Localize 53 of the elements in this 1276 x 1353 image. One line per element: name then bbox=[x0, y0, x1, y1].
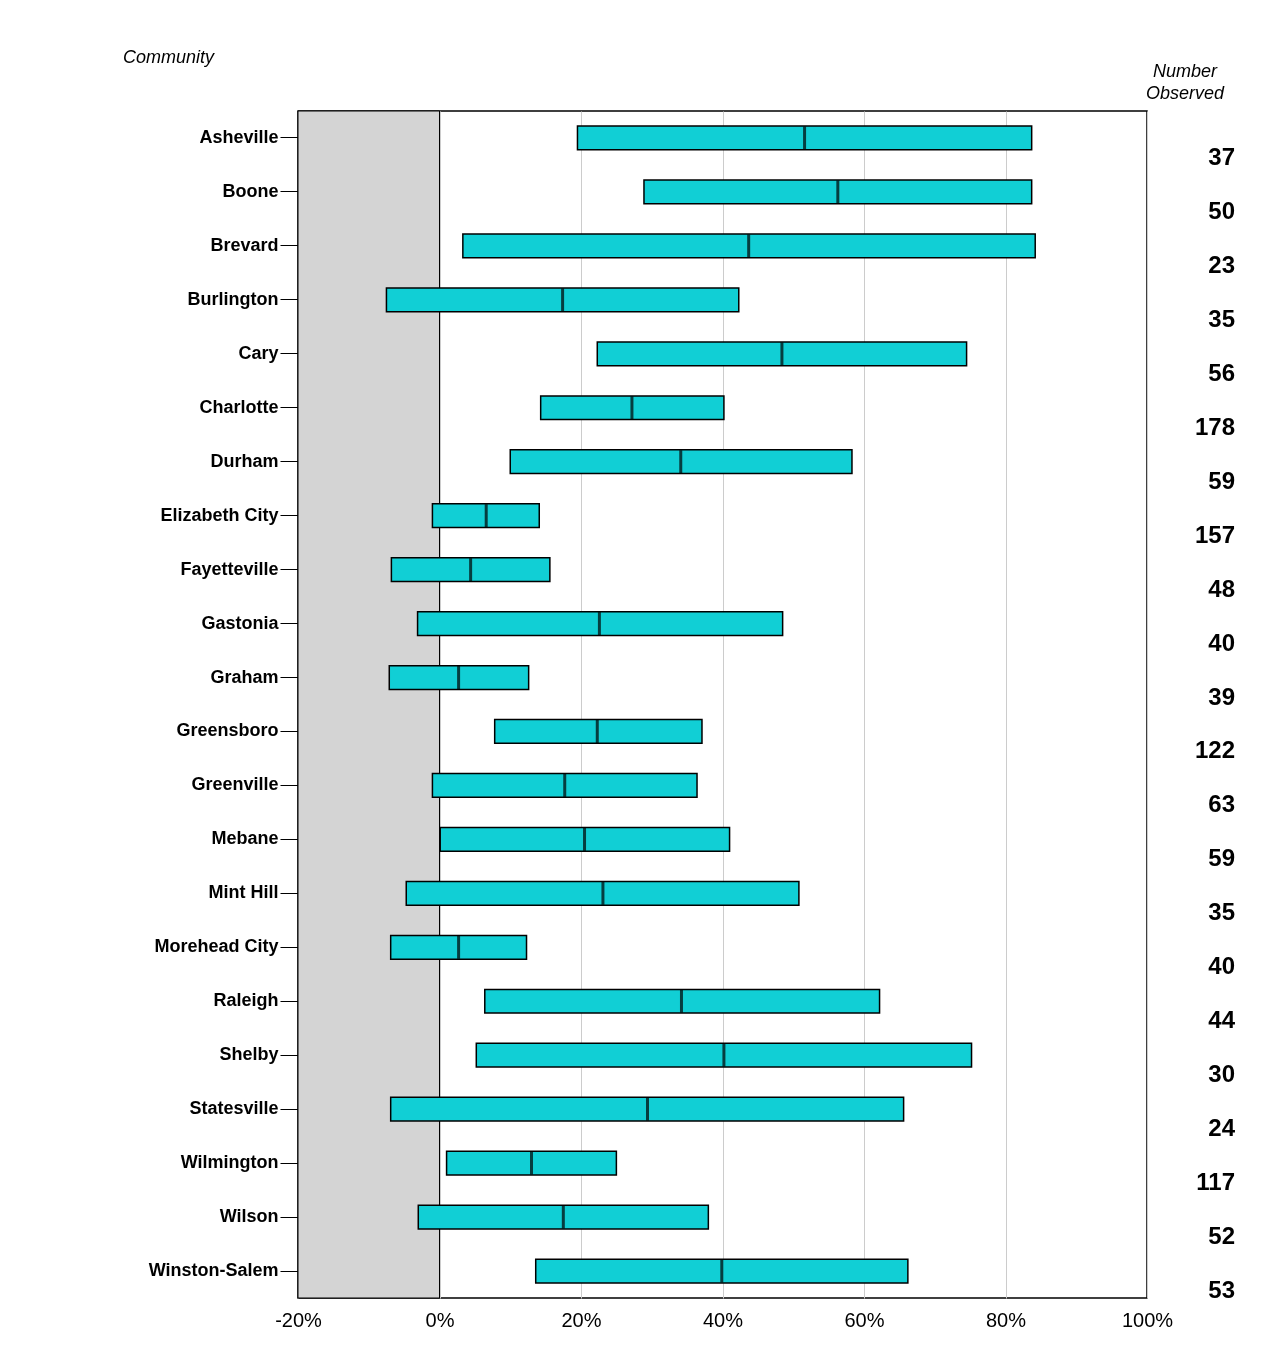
y-tick-label: Charlotte bbox=[199, 396, 279, 417]
y-tick-label: Burlington bbox=[187, 288, 279, 309]
text: 59 bbox=[1208, 844, 1235, 872]
y-tick-label: Cary bbox=[238, 342, 279, 363]
text: 53 bbox=[1208, 1276, 1235, 1304]
y-tick-label: Elizabeth City bbox=[160, 504, 279, 525]
text: 35 bbox=[1208, 304, 1235, 332]
x-tick-label: 40% bbox=[702, 1308, 744, 1331]
x-tick-label: 20% bbox=[561, 1308, 602, 1331]
text: 52 bbox=[1208, 1222, 1235, 1250]
x-tick-label: 100% bbox=[1121, 1308, 1174, 1331]
y2-axis-title: Number Observed bbox=[1145, 61, 1225, 103]
text: 157 bbox=[1194, 520, 1235, 548]
text: 39 bbox=[1208, 682, 1235, 710]
y-tick-label: Durham bbox=[210, 450, 279, 471]
y-tick-label: Winston-Salem bbox=[148, 1260, 279, 1281]
text: 117 bbox=[1196, 1168, 1235, 1196]
y-tick-label: Wilson bbox=[219, 1206, 279, 1227]
y-tick-label: Greenville bbox=[191, 774, 279, 795]
x-tick-label: -20% bbox=[275, 1308, 323, 1331]
y-tick-label: Mint Hill bbox=[208, 882, 279, 903]
y-axis-title: Community bbox=[122, 46, 215, 67]
y-tick-label: Statesville bbox=[189, 1098, 279, 1119]
y-tick-label: Asheville bbox=[199, 126, 279, 147]
text: 59 bbox=[1208, 466, 1235, 494]
text: 56 bbox=[1208, 358, 1235, 386]
y-tick-label: Shelby bbox=[219, 1044, 279, 1065]
text: 178 bbox=[1194, 412, 1235, 440]
x-tick-label: 80% bbox=[985, 1308, 1027, 1331]
text: 23 bbox=[1208, 250, 1235, 278]
y-tick-label: Boone bbox=[222, 180, 279, 201]
y-tick-label: Gastonia bbox=[201, 612, 280, 633]
y-tick-label: Raleigh bbox=[213, 990, 279, 1011]
x-tick-label: 0% bbox=[425, 1308, 455, 1331]
text: 40 bbox=[1208, 628, 1235, 656]
y-tick-label: Greensboro bbox=[176, 720, 279, 741]
y-tick-label: Graham bbox=[210, 666, 279, 687]
y-tick-label: Mebane bbox=[211, 828, 279, 849]
y-tick-label: Wilmington bbox=[180, 1152, 279, 1173]
x-tick-label: 60% bbox=[844, 1308, 885, 1331]
text: 44 bbox=[1208, 1006, 1236, 1034]
text: 30 bbox=[1208, 1060, 1235, 1088]
y-tick-label: Fayetteville bbox=[180, 558, 279, 579]
text: 63 bbox=[1208, 790, 1235, 818]
text: 40 bbox=[1208, 952, 1235, 980]
y-tick-label: Brevard bbox=[210, 234, 279, 255]
text: 35 bbox=[1208, 898, 1235, 926]
text: 48 bbox=[1208, 574, 1235, 602]
text: 37 bbox=[1208, 142, 1235, 170]
text: 122 bbox=[1194, 736, 1235, 764]
y-tick-label: Morehead City bbox=[154, 936, 279, 957]
text: 50 bbox=[1208, 196, 1235, 224]
text: 24 bbox=[1208, 1114, 1236, 1142]
